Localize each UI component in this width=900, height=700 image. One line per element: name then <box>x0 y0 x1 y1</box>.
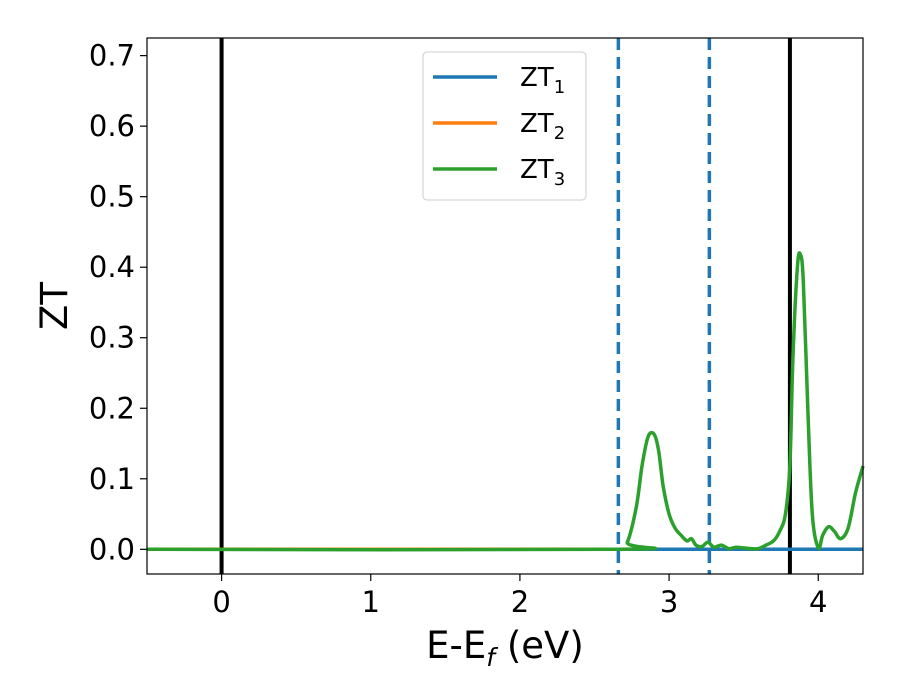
y-tick-label: 0.0 <box>89 532 135 566</box>
x-axis: 0 1 2 3 4 <box>212 574 827 619</box>
x-axis-title: E-Ef (eV) <box>426 624 584 672</box>
legend-box <box>422 51 587 201</box>
x-tick-label: 1 <box>362 585 380 619</box>
y-tick-label: 0.7 <box>89 39 135 73</box>
series-line-zt3 <box>146 251 865 552</box>
y-tick-label: 0.5 <box>89 180 135 214</box>
y-tick-label: 0.1 <box>89 462 135 496</box>
plot-frame <box>146 37 864 575</box>
x-tick-label: 3 <box>660 585 678 619</box>
series-lines <box>146 251 865 552</box>
reference-lines <box>219 38 792 574</box>
y-tick-label: 0.6 <box>89 109 135 143</box>
x-tick-label: 2 <box>511 585 529 619</box>
y-tick-label: 0.2 <box>89 391 135 425</box>
y-axis-title: ZT <box>33 282 76 330</box>
y-tick-label: 0.4 <box>89 250 135 284</box>
x-tick-label: 0 <box>212 585 230 619</box>
y-tick-label: 0.3 <box>89 321 135 355</box>
legend-label-zt2: ZT2 <box>520 109 565 144</box>
legend-label-zt3: ZT3 <box>520 155 565 190</box>
legend: ZT1 ZT2 ZT3 <box>422 51 587 201</box>
legend-label-zt1: ZT1 <box>520 63 565 98</box>
y-axis: 0.0 0.1 0.2 0.3 0.4 0.5 0.6 0.7 <box>89 39 147 566</box>
x-tick-label: 4 <box>809 585 827 619</box>
